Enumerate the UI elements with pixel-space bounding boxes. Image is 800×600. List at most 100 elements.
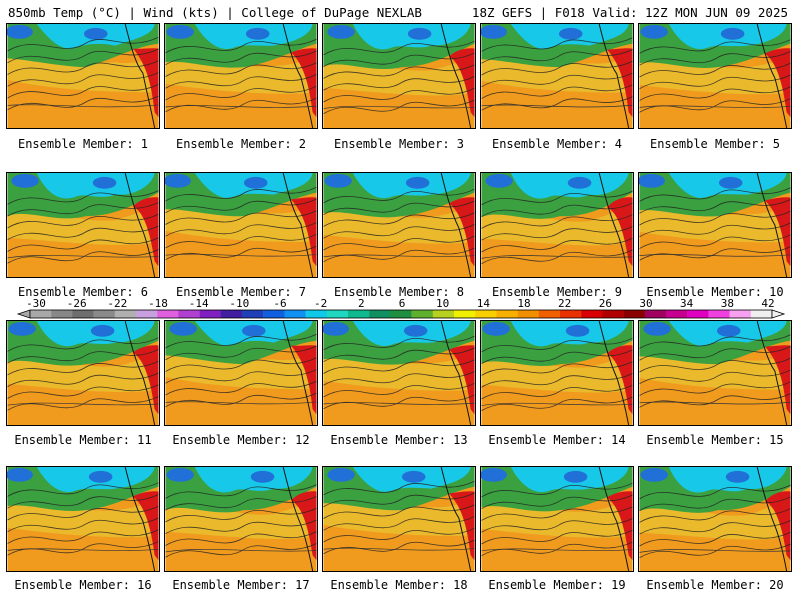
colorbar-segment [560, 310, 582, 318]
colorbar-segment [114, 310, 137, 318]
temperature-field [323, 24, 475, 128]
colorbar-segment [178, 310, 200, 318]
colorbar-segment [644, 310, 667, 318]
colorbar-left-arrow [16, 309, 31, 319]
temperature-field [7, 173, 159, 277]
ensemble-member-map [322, 172, 476, 278]
colorbar-tick-label: -14 [189, 298, 209, 310]
colorbar-segment [199, 310, 221, 318]
colorbar-segment [93, 310, 115, 318]
ensemble-member-label: Ensemble Member: 20 [646, 578, 784, 592]
colorbar-tick-label: -22 [107, 298, 127, 310]
ensemble-member-label: Ensemble Member: 3 [333, 137, 465, 151]
ensemble-member-map [322, 320, 476, 426]
temperature-field [323, 321, 475, 425]
colorbar-segment [30, 310, 52, 318]
colorbar-segment [284, 310, 306, 318]
ensemble-member-map [6, 23, 160, 129]
ensemble-member-label: Ensemble Member: 19 [488, 578, 626, 592]
valid-time-label: 18Z GEFS | F018 Valid: 12Z MON JUN 09 20… [471, 5, 788, 20]
ensemble-member-label: Ensemble Member: 17 [172, 578, 310, 592]
ensemble-member-map [6, 320, 160, 426]
colorbar-segment [263, 310, 285, 318]
colorbar-tick-label: 34 [680, 298, 694, 310]
colorbar-segment [326, 310, 349, 318]
ensemble-member-label: Ensemble Member: 8 [333, 285, 465, 299]
colorbar-segment [475, 310, 497, 318]
ensemble-member-label: Ensemble Member: 1 [17, 137, 149, 151]
ensemble-member-map [480, 172, 634, 278]
colorbar-tick-label: 38 [721, 298, 734, 310]
ensemble-member-map [322, 23, 476, 129]
colorbar-segment [623, 310, 645, 318]
ensemble-member-label: Ensemble Member: 9 [491, 285, 623, 299]
colorbar-tick-label: 26 [599, 298, 612, 310]
ensemble-member-label: Ensemble Member: 11 [14, 433, 152, 447]
colorbar-tick-label: -6 [273, 298, 286, 310]
ensemble-member-label: Ensemble Member: 16 [14, 578, 152, 592]
colorbar-tick-label: -26 [67, 298, 87, 310]
map-title: 850mb Temp (°C) | Wind (kts) | College o… [8, 5, 422, 20]
colorbar-segment [72, 310, 94, 318]
colorbar-tick-label: -18 [148, 298, 168, 310]
colorbar-segment [602, 310, 624, 318]
colorbar-tick-label: 18 [517, 298, 530, 310]
ensemble-member-map [164, 23, 318, 129]
temperature-field [165, 467, 317, 571]
ensemble-member-map [638, 172, 792, 278]
ensemble-member-map [164, 172, 318, 278]
ensemble-member-label: Ensemble Member: 2 [175, 137, 307, 151]
temperature-field [639, 24, 791, 128]
colorbar-tick-label: 6 [399, 298, 406, 310]
colorbar-segment [305, 310, 327, 318]
colorbar-right-arrow [771, 309, 786, 319]
ensemble-member-label: Ensemble Member: 10 [646, 285, 784, 299]
temperature-field [481, 24, 633, 128]
ensemble-member-map [480, 466, 634, 572]
colorbar-segment [220, 310, 243, 318]
colorbar-segment [369, 310, 391, 318]
ensemble-member-label: Ensemble Member: 5 [649, 137, 781, 151]
ensemble-member-label: Ensemble Member: 13 [330, 433, 468, 447]
colorbar-segment [390, 310, 412, 318]
ensemble-member-label: Ensemble Member: 12 [172, 433, 310, 447]
colorbar-tick-label: 22 [558, 298, 571, 310]
temperature-field [165, 321, 317, 425]
colorbar-tick-label: -10 [229, 298, 249, 310]
temperature-field [639, 467, 791, 571]
colorbar-segment [242, 310, 264, 318]
temperature-field [323, 467, 475, 571]
ensemble-member-label: Ensemble Member: 14 [488, 433, 626, 447]
colorbar-tick-label: 30 [639, 298, 652, 310]
colorbar-segment [581, 310, 603, 318]
temperature-field [481, 173, 633, 277]
ensemble-member-map [638, 466, 792, 572]
colorbar-tick-label: -30 [26, 298, 46, 310]
colorbar-segment [348, 310, 370, 318]
colorbar-segment [411, 310, 433, 318]
ensemble-member-map [480, 23, 634, 129]
colorbar-segment [687, 310, 709, 318]
colorbar-segment [136, 310, 158, 318]
ensemble-member-map [164, 320, 318, 426]
ensemble-member-map [322, 466, 476, 572]
colorbar-segment [729, 310, 751, 318]
temperature-field [7, 467, 159, 571]
colorbar-segment [708, 310, 730, 318]
colorbar-segment [432, 310, 455, 318]
temperature-field [7, 24, 159, 128]
colorbar-segment [496, 310, 518, 318]
ensemble-member-label: Ensemble Member: 4 [491, 137, 623, 151]
ensemble-member-label: Ensemble Member: 6 [17, 285, 149, 299]
temperature-colorbar: -30 -26 -22 -18 -14 -10 -6 -2 2 6 10 14 18 22 26 30 34 38… [16, 298, 786, 319]
colorbar-segment [538, 310, 561, 318]
colorbar-segment [666, 310, 688, 318]
ensemble-member-label: Ensemble Member: 15 [646, 433, 784, 447]
temperature-field [639, 173, 791, 277]
ensemble-member-label: Ensemble Member: 18 [330, 578, 468, 592]
temperature-field [639, 321, 791, 425]
colorbar-segment [750, 310, 773, 318]
ensemble-member-map [638, 23, 792, 129]
colorbar-tick-label: 2 [358, 298, 365, 310]
